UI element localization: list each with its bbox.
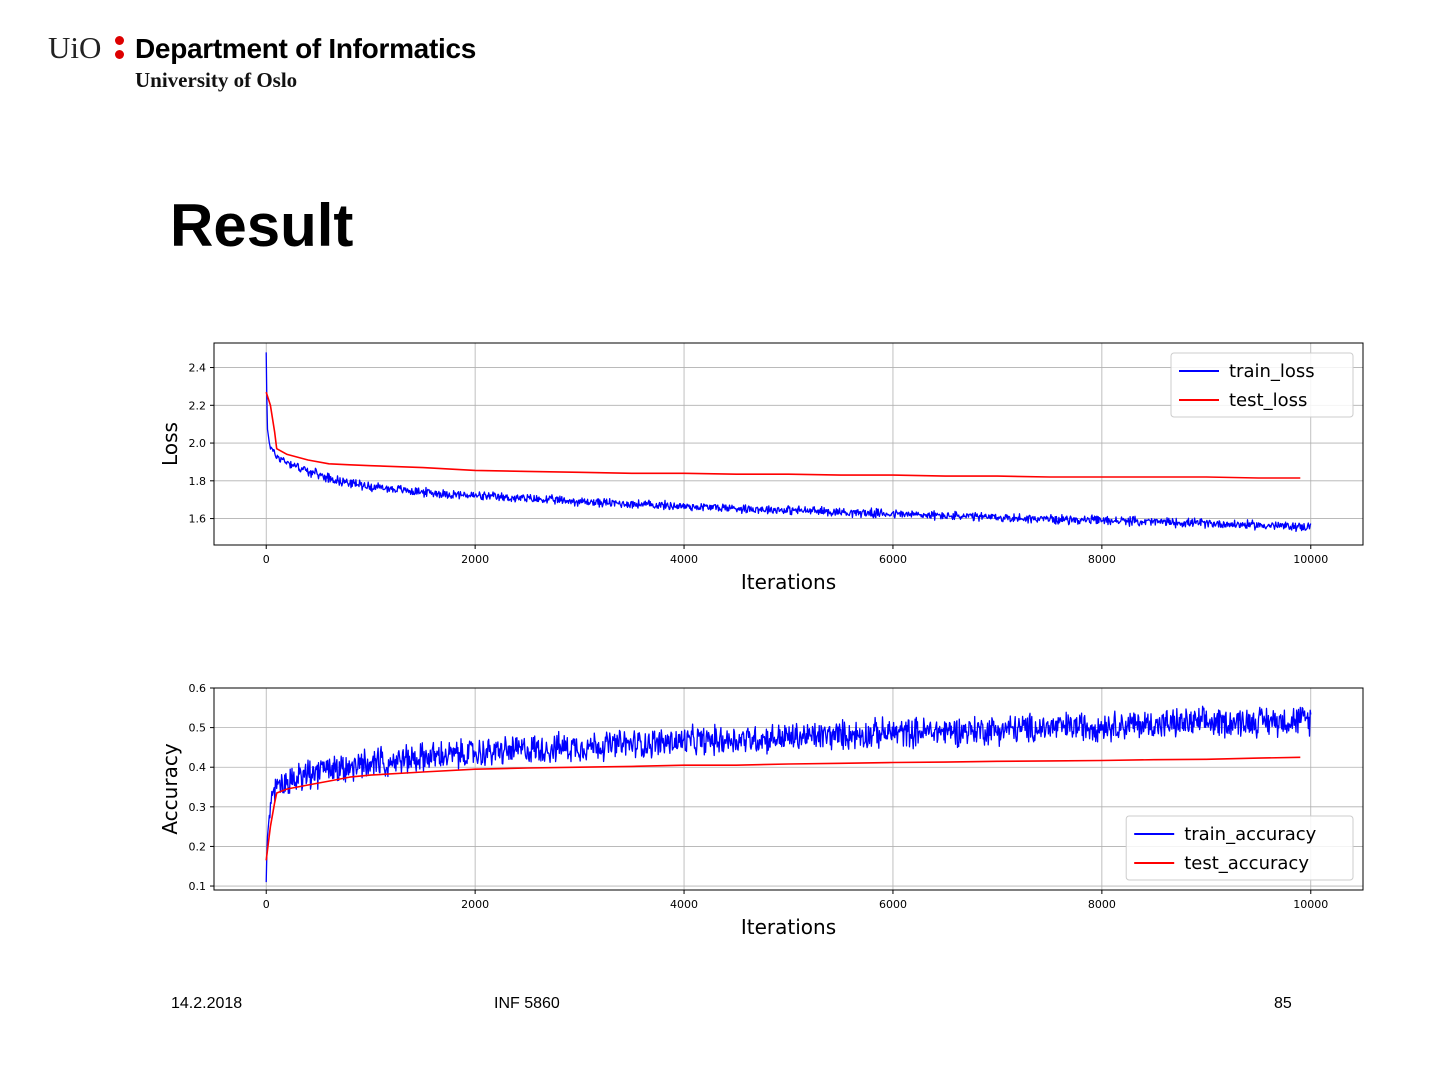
x-tick-label: 6000 [879, 553, 907, 566]
x-tick-label: 8000 [1088, 898, 1116, 911]
y-tick-label: 1.8 [189, 475, 207, 488]
legend-label-train_loss: train_loss [1229, 361, 1315, 382]
slide-title: Result [170, 192, 354, 259]
y-tick-label: 2.0 [189, 437, 207, 450]
y-axis-label: Accuracy [158, 743, 182, 834]
x-tick-label: 2000 [461, 553, 489, 566]
y-tick-label: 0.4 [189, 761, 207, 774]
x-tick-label: 2000 [461, 898, 489, 911]
legend-label-train_accuracy: train_accuracy [1184, 824, 1316, 845]
y-tick-label: 2.2 [189, 399, 207, 412]
footer-course: INF 5860 [494, 995, 560, 1012]
plot-frame [213, 687, 1364, 891]
x-axis-label: Iterations [741, 915, 836, 939]
legend-box [1125, 815, 1354, 881]
y-tick-label: 0.1 [189, 880, 207, 893]
university-name: University of Oslo [135, 68, 298, 92]
train_accuracy-line [265, 705, 1312, 883]
y-tick-label: 2.4 [189, 362, 207, 375]
y-tick-label: 0.3 [189, 801, 207, 814]
plot-frame [213, 342, 1364, 546]
department-name: Department of Informatics [135, 33, 476, 64]
accuracy-chart: 0 2000 4000 6000 8000 10000 0.1 0.2 0.3 0.4 0.5 0.6… [158, 682, 1364, 939]
y-tick-label: 0.6 [189, 682, 207, 695]
y-tick-label: 1.6 [189, 513, 207, 526]
test_loss-line [265, 391, 1301, 479]
y-tick-label: 0.2 [189, 840, 207, 853]
x-axis-label: Iterations [741, 570, 836, 594]
y-axis-label: Loss [158, 422, 182, 466]
x-tick-label: 0 [263, 898, 270, 911]
x-tick-label: 4000 [670, 553, 698, 566]
footer-page-number: 85 [1274, 995, 1292, 1012]
test_accuracy-line [265, 756, 1301, 861]
footer-date: 14.2.2018 [171, 995, 243, 1012]
uio-logo-text: UiO [48, 30, 102, 65]
loss-chart: 0 2000 4000 6000 8000 10000 1.6 1.8 2.0 2.2 2.4 Ite… [158, 342, 1364, 594]
x-tick-label: 4000 [670, 898, 698, 911]
uio-logo-dots-icon [115, 36, 125, 64]
y-tick-label: 0.5 [189, 722, 207, 735]
x-tick-label: 6000 [879, 898, 907, 911]
x-tick-label: 0 [263, 553, 270, 566]
x-tick-label: 10000 [1293, 553, 1328, 566]
legend-label-test_accuracy: test_accuracy [1184, 853, 1309, 874]
x-tick-label: 8000 [1088, 553, 1116, 566]
train_loss-line [265, 352, 1312, 533]
legend-label-test_loss: test_loss [1229, 390, 1307, 411]
x-tick-label: 10000 [1293, 898, 1328, 911]
